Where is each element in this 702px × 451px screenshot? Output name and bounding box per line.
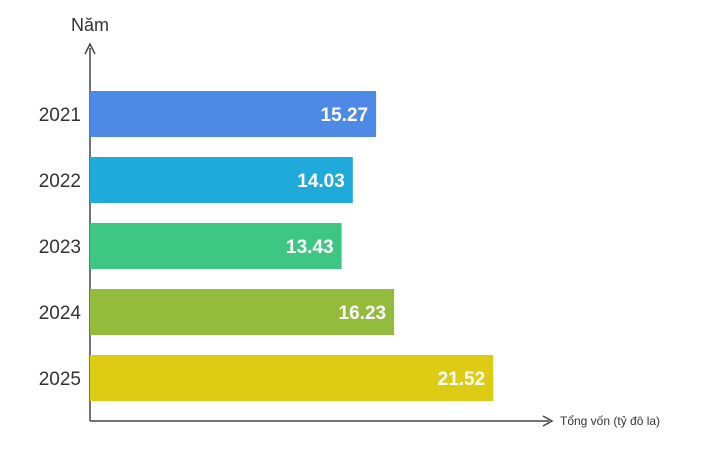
bar-value-label-2022: 14.03 <box>297 171 345 192</box>
bar-value-label-2024: 16.23 <box>339 303 387 324</box>
bar-2023 <box>90 223 342 269</box>
category-label-2024: 2024 <box>39 303 82 324</box>
bar-2025 <box>90 355 494 401</box>
bar-2021 <box>90 91 377 137</box>
bar-value-label-2023: 13.43 <box>286 237 334 258</box>
category-label-2022: 2022 <box>39 171 81 192</box>
category-label-2021: 2021 <box>39 105 81 126</box>
y-axis-arrow <box>84 42 96 55</box>
bar-value-label-2025: 21.52 <box>438 369 486 390</box>
category-label-2025: 2025 <box>39 369 81 390</box>
bar-value-label-2021: 15.27 <box>321 105 369 126</box>
bar-2022 <box>90 157 353 203</box>
bar-2024 <box>90 289 395 335</box>
x-axis-arrow <box>542 415 554 427</box>
bars-group: 15.27 2021 14.03 2022 13.43 2023 16.23 2024 21.5… <box>39 91 494 401</box>
category-label-2023: 2023 <box>39 237 81 258</box>
x-axis-title: Tổng vốn (tỷ đô la) <box>560 414 660 428</box>
y-axis-title: Năm <box>71 15 109 35</box>
